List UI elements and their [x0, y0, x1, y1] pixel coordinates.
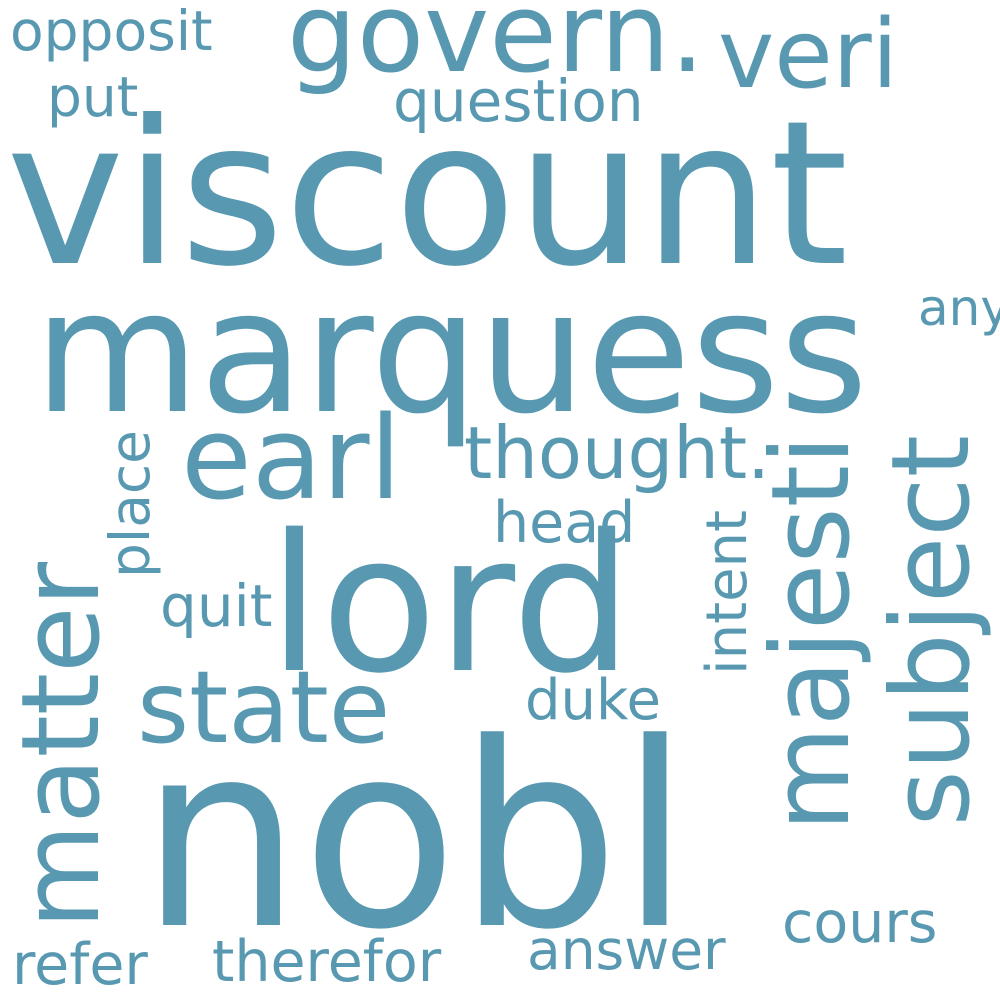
word-govern: govern.	[287, 0, 705, 97]
word-question: question	[393, 67, 644, 135]
word-head: head	[493, 490, 636, 556]
word-anyth: anyth	[918, 279, 1000, 337]
word-marquess: marquess	[34, 254, 869, 452]
word-intent: intent	[695, 510, 760, 675]
word-put: put	[47, 65, 139, 129]
word-thought: thought.	[464, 411, 770, 495]
word-place: place	[98, 430, 162, 578]
word-subject: subject	[869, 435, 994, 827]
word-nobl: nobl	[140, 689, 691, 986]
word-duke: duke	[525, 668, 661, 733]
word-therefor: therefor	[212, 929, 442, 995]
word-earl: earl	[181, 392, 402, 526]
word-quit: quit	[160, 572, 273, 640]
word-matter: matter	[0, 562, 124, 929]
word-lord: lord	[268, 494, 633, 715]
word-refer: refer	[12, 932, 148, 998]
word-viscount: viscount	[6, 78, 849, 311]
word-opposit: opposit	[10, 0, 213, 63]
word-cours: cours	[782, 890, 938, 956]
word-state: state	[137, 649, 391, 766]
word-answer: answer	[527, 918, 726, 982]
word-veri: veri	[718, 0, 899, 110]
word-majesti: majesti	[749, 435, 874, 832]
